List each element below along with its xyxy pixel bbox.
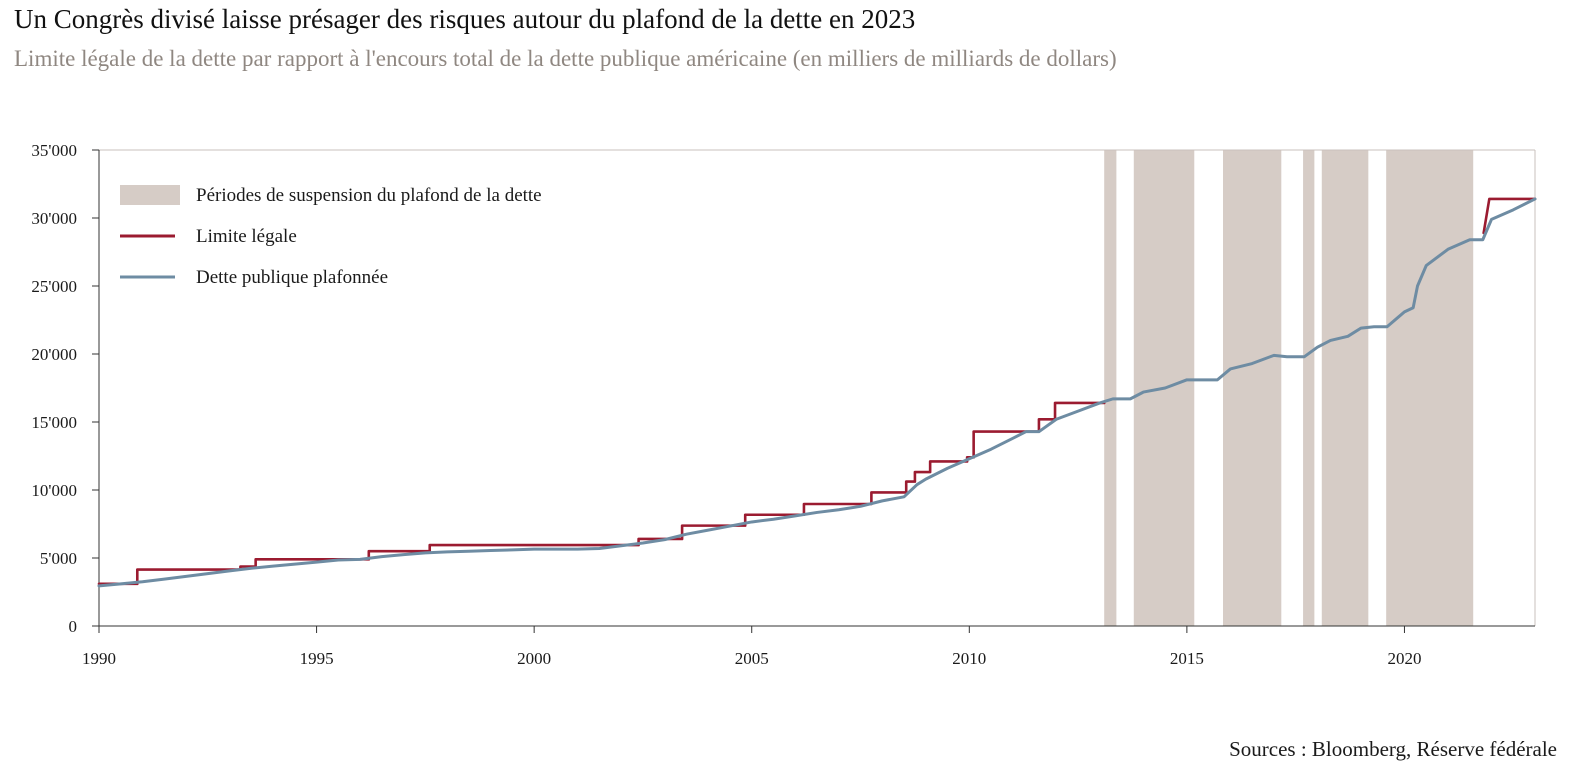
chart-subtitle: Limite légale de la dette par rapport à … bbox=[14, 46, 1117, 71]
y-tick-label: 35'000 bbox=[31, 141, 77, 160]
y-tick-label: 30'000 bbox=[31, 209, 77, 228]
chart-title: Un Congrès divisé laisse présager des ri… bbox=[14, 4, 916, 34]
x-tick-label: 2005 bbox=[735, 649, 769, 668]
legend: Périodes de suspension du plafond de la … bbox=[120, 185, 542, 288]
y-tick-label: 20'000 bbox=[31, 345, 77, 364]
x-tick-label: 2010 bbox=[952, 649, 986, 668]
suspension-band bbox=[1222, 150, 1282, 626]
x-tick-label: 1995 bbox=[300, 649, 334, 668]
legend-swatch-suspension bbox=[120, 185, 180, 205]
suspension-band bbox=[1303, 150, 1315, 626]
y-tick-label: 5'000 bbox=[40, 549, 77, 568]
y-tick-label: 25'000 bbox=[31, 277, 77, 296]
x-tick-label: 2020 bbox=[1387, 649, 1421, 668]
limit-series-line bbox=[97, 401, 1106, 586]
series-lines bbox=[97, 197, 1537, 588]
limit-series-line bbox=[1482, 197, 1537, 235]
suspension-bands bbox=[1104, 150, 1474, 626]
chart-axes: 0 5'000 10'000 15'000 20'000 25'000 30'000 35'0… bbox=[31, 141, 1536, 668]
x-tick-label: 1990 bbox=[82, 649, 116, 668]
suspension-band bbox=[1104, 150, 1117, 626]
legend-label: Périodes de suspension du plafond de la … bbox=[196, 185, 542, 206]
legend-label: Dette publique plafonnée bbox=[196, 267, 388, 288]
legend-label: Limite légale bbox=[196, 226, 297, 247]
x-tick-label: 2015 bbox=[1170, 649, 1204, 668]
y-tick-label: 0 bbox=[69, 617, 78, 636]
suspension-band bbox=[1321, 150, 1369, 626]
debt-series-line bbox=[97, 197, 1537, 588]
y-tick-label: 10'000 bbox=[31, 481, 77, 500]
suspension-band bbox=[1386, 150, 1474, 626]
x-tick-label: 2000 bbox=[517, 649, 551, 668]
y-tick-label: 15'000 bbox=[31, 413, 77, 432]
source-note: Sources : Bloomberg, Réserve fédérale bbox=[1229, 737, 1557, 761]
